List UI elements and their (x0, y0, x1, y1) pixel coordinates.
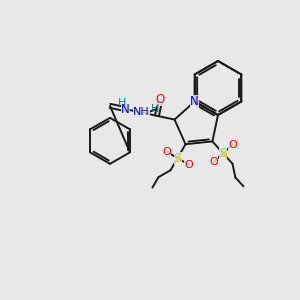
Text: S: S (219, 147, 227, 160)
Text: O: O (209, 157, 218, 167)
Text: O: O (228, 140, 237, 150)
Text: H: H (118, 98, 126, 108)
Text: N: N (121, 103, 130, 116)
Text: S: S (173, 152, 181, 165)
Text: N: N (190, 95, 199, 108)
Text: NH: NH (133, 107, 150, 118)
Text: O: O (156, 93, 165, 106)
Text: H: H (151, 104, 160, 115)
Text: O: O (162, 147, 171, 157)
Text: O: O (184, 160, 193, 170)
